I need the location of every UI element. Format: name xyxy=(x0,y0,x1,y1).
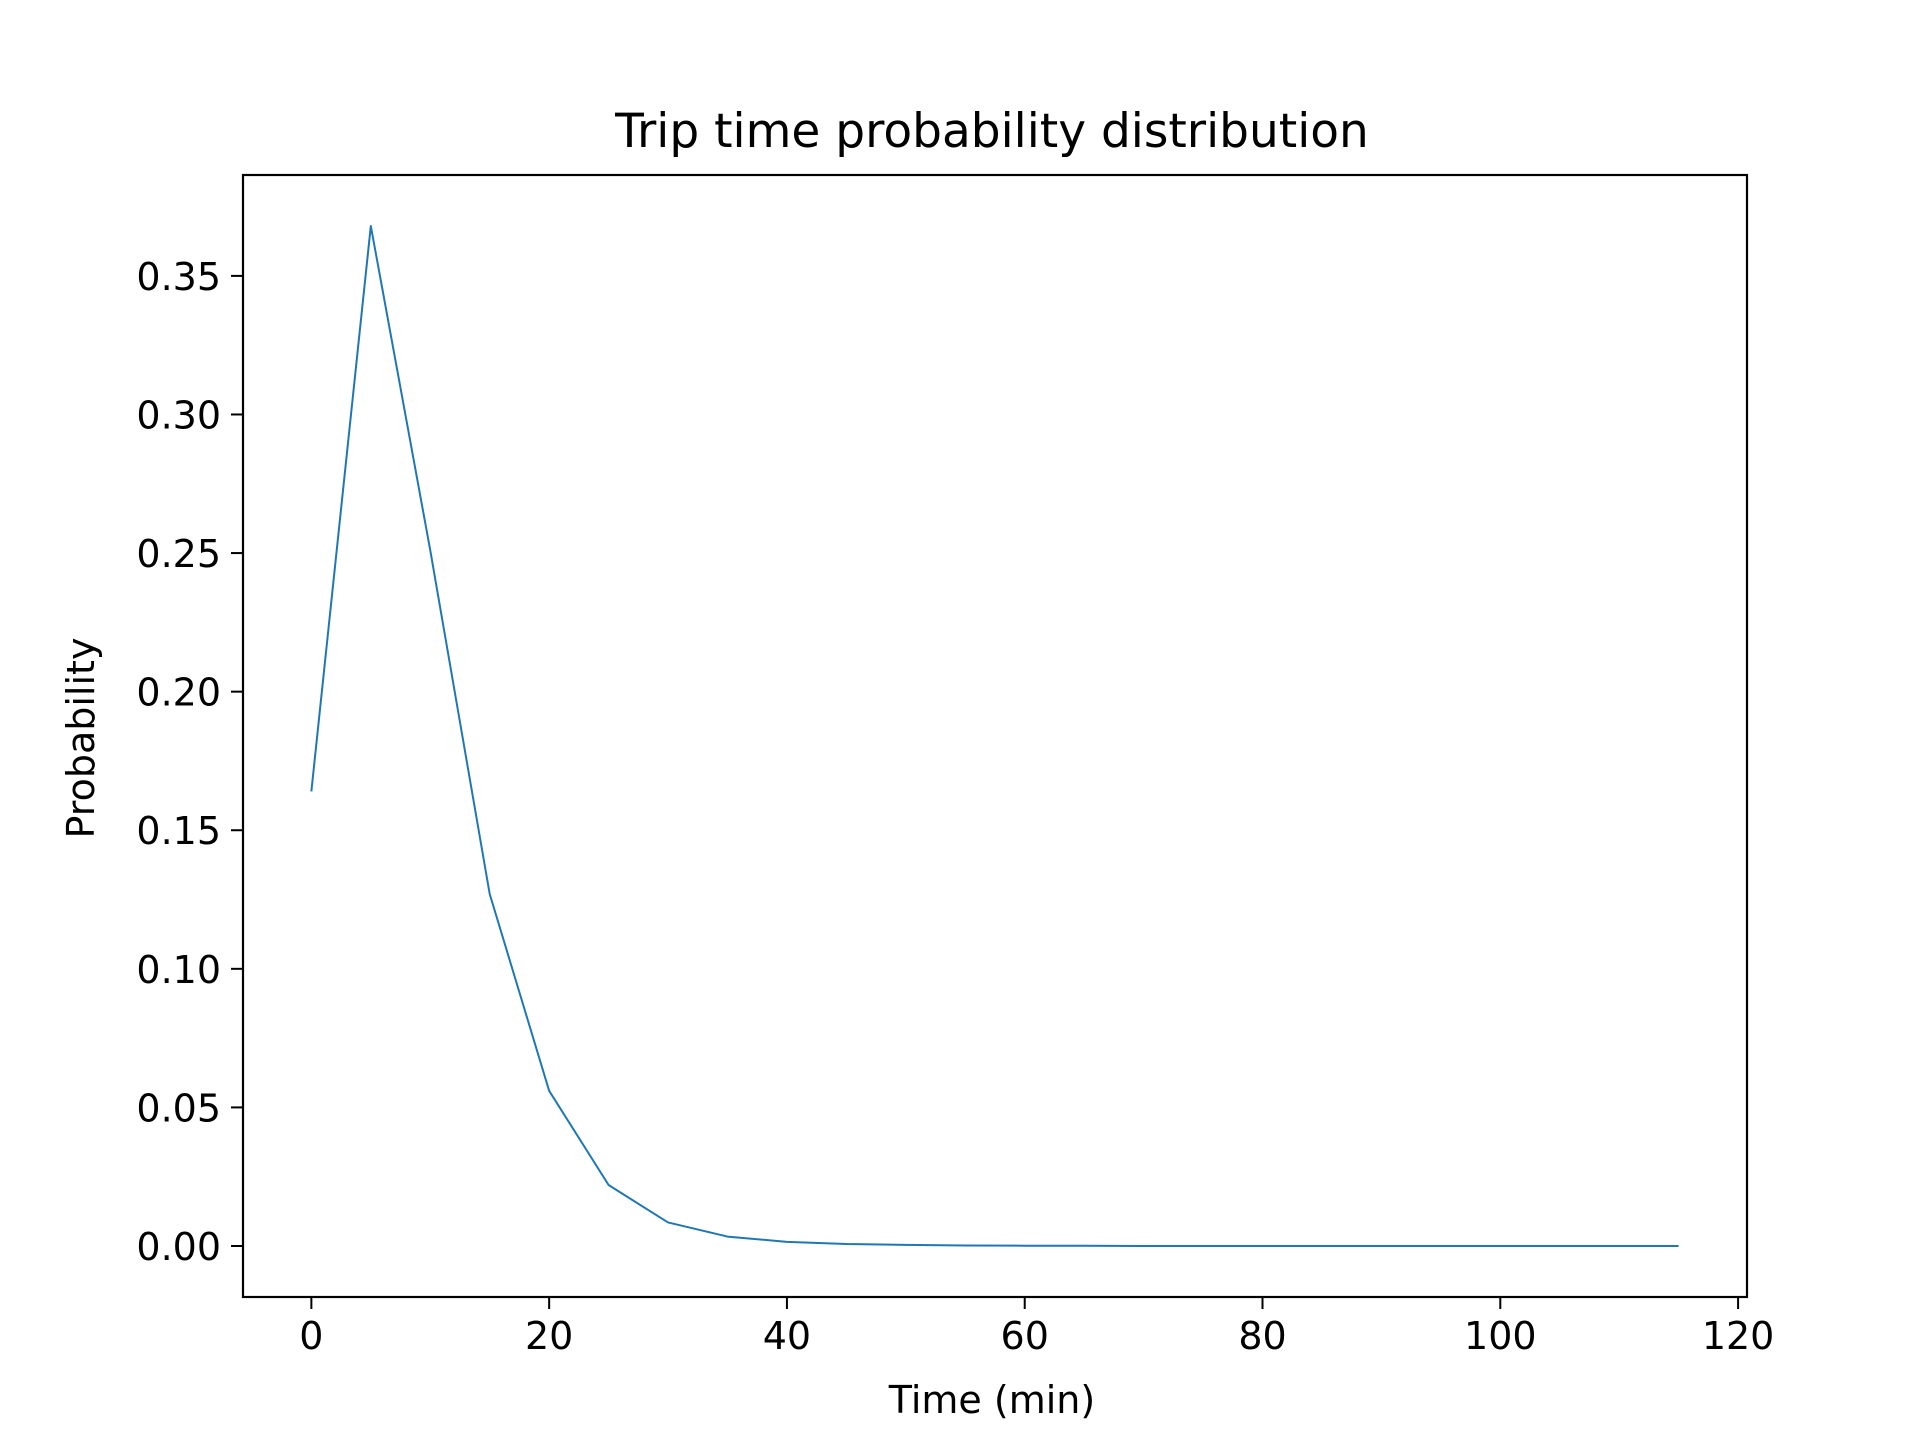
x-tick-label: 120 xyxy=(1702,1314,1775,1358)
y-tick-label: 0.05 xyxy=(136,1086,221,1130)
series-line-1 xyxy=(310,225,1679,1247)
x-tick-label: 60 xyxy=(1001,1314,1049,1358)
x-tick-label: 40 xyxy=(763,1314,811,1358)
y-tick-label: 0.20 xyxy=(136,671,221,715)
y-tick-label: 0.10 xyxy=(136,948,221,992)
x-tick-label: 80 xyxy=(1238,1314,1286,1358)
x-tick-label: 0 xyxy=(299,1314,323,1358)
chart-title: Trip time probability distribution xyxy=(614,104,1369,159)
plot-area: 0 20 40 60 80 100 120 0.00 0.05 0.10 0.15 0.20 0.25 0… xyxy=(136,173,1775,1358)
y-tick-label: 0.30 xyxy=(136,393,221,437)
y-tick-label: 0.35 xyxy=(136,255,221,299)
axes-frame xyxy=(241,173,1749,1299)
y-tick-label: 0.25 xyxy=(136,532,221,576)
y-tick-label: 0.15 xyxy=(136,809,221,853)
x-tick-label: 100 xyxy=(1464,1314,1537,1358)
x-tick-label: 20 xyxy=(525,1314,573,1358)
y-tick-label: 0.00 xyxy=(136,1225,221,1269)
x-axis-label: Time (min) xyxy=(888,1378,1095,1422)
y-axis-label: Probability xyxy=(59,638,103,839)
